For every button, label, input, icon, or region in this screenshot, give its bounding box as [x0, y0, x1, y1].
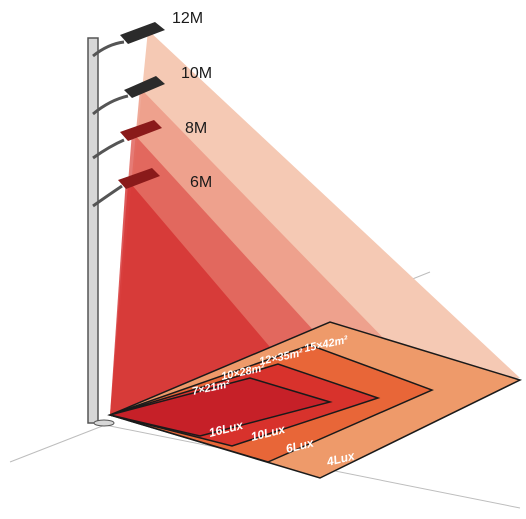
- light-fixtures: [118, 22, 165, 189]
- ground-zones: [107, 321, 523, 479]
- fixture-10m-icon: [124, 76, 165, 98]
- arm-12m: [92, 40, 125, 58]
- arm-6m: [92, 184, 123, 208]
- arm-10m: [92, 94, 129, 116]
- fixture-6m-icon: [118, 168, 160, 189]
- pole-base: [93, 419, 115, 427]
- fixture-12m-icon: [120, 22, 165, 44]
- height-label-12m: 12M: [172, 10, 203, 27]
- fixture-8m-icon: [120, 120, 162, 141]
- height-label-6m: 6M: [190, 174, 212, 191]
- lux-label-6: 6Lux: [284, 435, 316, 456]
- light-pole: [87, 37, 129, 427]
- lux-labels: 16Lux 10Lux 6Lux 4Lux: [207, 418, 357, 470]
- height-labels: 12M 10M 8M 6M: [172, 10, 212, 191]
- pole-mast: [87, 37, 99, 424]
- arm-8m: [92, 138, 125, 160]
- zone-16lux: [109, 377, 333, 437]
- height-label-8m: 8M: [185, 120, 207, 137]
- height-label-10m: 10M: [181, 65, 212, 82]
